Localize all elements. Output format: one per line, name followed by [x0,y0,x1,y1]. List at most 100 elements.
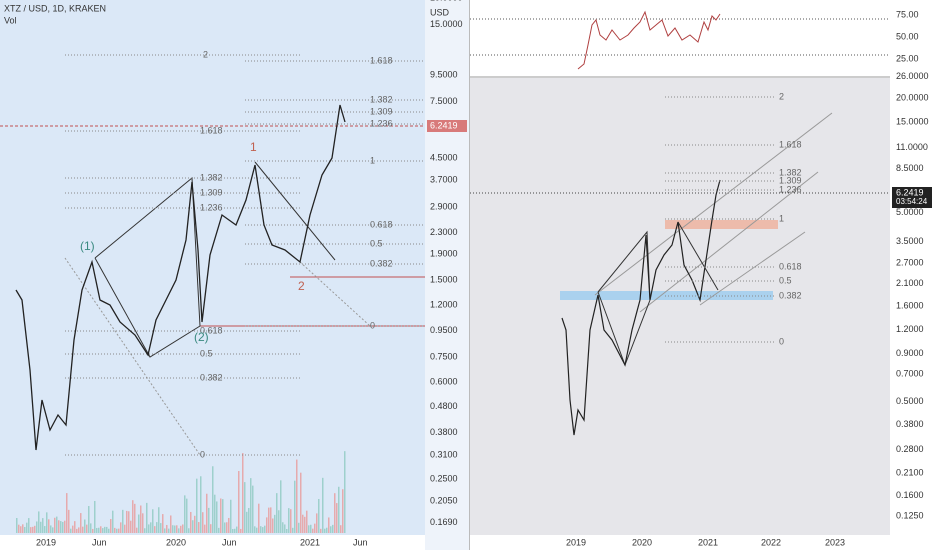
volume-bar [46,512,48,533]
volume-bar [74,521,76,533]
volume-bar [164,528,166,533]
volume-bar [302,514,304,533]
volume-bar [278,510,280,533]
volume-bar [122,509,124,533]
y-tick-label: 5.0000 [896,207,924,217]
volume-bar [72,525,74,533]
y-tick-label: 2.9000 [430,201,458,211]
volume-bar [146,502,148,533]
volume-bar [188,528,190,533]
volume-bar [82,526,84,533]
volume-bar [326,527,328,533]
volume-bar [258,503,260,533]
y-tick-label: 0.2500 [430,473,458,483]
volume-bar [296,459,298,533]
y-tick-label: 3.5000 [896,236,924,246]
y-tick-label: 19.0000 [430,0,463,3]
volume-bar [176,525,178,533]
fib-label: 0 [200,449,205,459]
volume-bar [42,518,44,533]
y-tick-label: 0.7000 [896,369,924,379]
volume-bar [266,517,268,533]
fib-label: 1.309 [370,106,393,116]
channel-line [594,112,833,296]
y-tick-label: 0.1690 [430,517,458,527]
channel-line [639,171,819,313]
y-tick-label: 4.5000 [430,153,458,163]
y-tick-label: 15.0000 [896,116,929,126]
fib-label: 2 [203,49,208,59]
y-tick-label: 0.4800 [430,401,458,411]
volume-bar [18,524,20,533]
x-tick-label: 2019 [566,537,586,547]
volume-bar [290,509,292,533]
y-tick-label: 2.1000 [896,278,924,288]
fib-label: 2 [779,91,784,101]
volume-bar [150,522,152,533]
volume-bar [314,523,316,533]
volume-label: Vol [4,15,17,25]
price-badge [892,187,932,208]
volume-bar [300,472,302,533]
volume-bar [148,524,150,533]
y-tick-label: 3.7000 [430,174,458,184]
volume-bar [308,525,310,533]
y-tick-label: 0.1250 [896,510,924,520]
volume-bar [158,507,160,533]
volume-bar [244,482,246,533]
volume-bar [262,527,264,533]
y-tick-label: 26.0000 [896,71,929,81]
volume-bar [340,525,342,533]
volume-bar [96,527,98,533]
support-zone [560,291,773,300]
indicator-tick-label: 75.00 [896,9,919,19]
x-tick-label: 2022 [761,537,781,547]
fib-label: 0.5 [779,275,792,285]
volume-bar [338,486,340,533]
y-tick-label: 8.5000 [896,163,924,173]
fib-label: 1.618 [200,125,223,135]
volume-bar [216,501,218,533]
volume-bar [234,528,236,533]
fib-label: 1.309 [200,187,223,197]
volume-bar [254,526,256,533]
indicator-tick-label: 25.00 [896,53,919,63]
fib-label: 0.618 [200,325,223,335]
volume-bar [88,506,90,533]
volume-bar [310,524,312,533]
volume-bar [60,521,62,533]
volume-bar [250,478,252,533]
volume-bar [228,517,230,533]
volume-bar [68,509,70,533]
volume-bar [294,480,296,533]
volume-bar [272,518,274,533]
volume-bar [256,527,258,533]
volume-bar [260,526,262,533]
volume-bar [48,519,50,533]
volume-bar [52,527,54,533]
y-tick-label: 0.3100 [430,450,458,460]
volume-bar [334,493,336,533]
volume-bar [206,493,208,533]
volume-bar [174,525,176,533]
volume-bar [104,526,106,533]
volume-bar [58,520,60,533]
y-tick-label: 1.2000 [896,324,924,334]
volume-bar [32,526,34,533]
y-tick-label: 0.5000 [896,396,924,406]
left-pane [0,0,425,535]
y-tick-label: 2.3000 [430,227,458,237]
indicator-line [577,10,721,70]
volume-bar [90,523,92,533]
volume-bar [330,526,332,533]
volume-bar [130,520,132,533]
fib-label: 0 [779,336,784,346]
fib-label: 1 [779,213,784,223]
volume-bar [336,503,338,533]
volume-bar [200,476,202,533]
x-tick-label: Jun [222,537,237,547]
fib-label: 0.618 [779,261,802,271]
volume-bar [64,520,66,533]
volume-bar [76,528,78,533]
